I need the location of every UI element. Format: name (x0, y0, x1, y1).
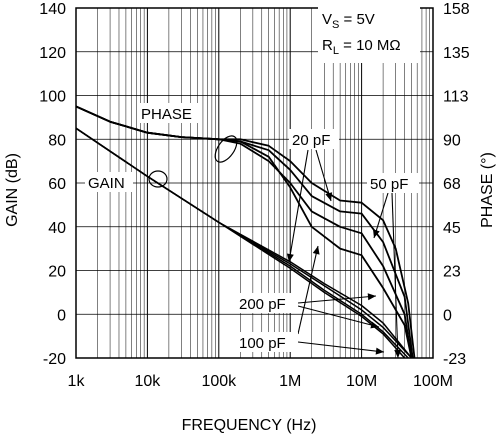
x-tick-label: 10M (346, 373, 377, 390)
y-left-tick-label: 0 (57, 307, 66, 324)
c20-label-bg (289, 129, 339, 149)
arrowhead (375, 347, 384, 355)
phase-curve (75, 105, 416, 359)
leader-line (297, 245, 319, 335)
c20-annotation: 20 pF (292, 132, 330, 149)
leader-line (391, 192, 399, 359)
c50-label-bg (367, 173, 419, 193)
arrows (286, 149, 402, 359)
gain-group-ellipse (148, 170, 168, 188)
gain-curve (75, 127, 413, 359)
x-tick-label: 100M (413, 373, 453, 390)
y-right-tick-label: 135 (443, 45, 470, 62)
x-axis-label: FREQUENCY (Hz) (182, 417, 317, 434)
c100-annotation: 100 pF (239, 335, 286, 352)
y-right-tick-label: 0 (443, 307, 452, 324)
y-left-tick-label: 60 (48, 176, 66, 193)
conditions-box (318, 5, 420, 63)
y-left-tick-label: -20 (43, 351, 66, 368)
leader-line (297, 341, 385, 353)
y-left-tick-label: 80 (48, 132, 66, 149)
y-right-tick-label: 23 (443, 264, 461, 281)
y-right-tick-label: -23 (443, 351, 466, 368)
plot-frame (75, 7, 434, 359)
arrowhead (370, 321, 379, 329)
phase-annotation: PHASE (141, 106, 192, 123)
x-tick-label: 1M (279, 373, 301, 390)
y-right-tick-label: 158 (443, 1, 470, 18)
x-tick-label: 100k (201, 373, 237, 390)
arrowhead (312, 246, 320, 255)
x-tick-label: 1k (68, 373, 86, 390)
y-left-tick-label: 20 (48, 264, 66, 281)
curves (75, 105, 416, 359)
y-left-tick-label: 40 (48, 220, 66, 237)
arrowhead (373, 229, 380, 238)
phase-group-ellipse (214, 135, 238, 163)
y-right-tick-label: 68 (443, 176, 461, 193)
leader-line (288, 149, 309, 263)
arrowhead (367, 293, 376, 301)
y-right-tick-label: 90 (443, 132, 461, 149)
c100-label-bg (236, 332, 298, 352)
leader-line (297, 305, 380, 328)
tick-labels: 1k 10k 100k 1M 10M 100M -20 0 20 40 60 80 100 120 140 -… (39, 1, 470, 390)
y-axis-left-label: GAIN (dB) (4, 153, 21, 227)
gain-label-bg (85, 172, 133, 192)
c50-annotation: 50 pF (370, 176, 408, 193)
y-right-tick-label: 113 (443, 89, 469, 106)
y-left-tick-label: 140 (39, 1, 66, 18)
rl-condition: RL = 10 MΩ (322, 37, 401, 57)
c200-annotation: 200 pF (239, 296, 286, 313)
gain-annotation: GAIN (88, 175, 125, 192)
arrowhead (286, 253, 294, 262)
phase-label-bg (138, 103, 202, 123)
leader-line (315, 149, 332, 202)
leader-line (297, 295, 377, 304)
arrowhead (325, 192, 333, 201)
y-left-tick-label: 120 (39, 45, 66, 62)
vs-condition: VS = 5V (322, 11, 375, 31)
y-right-tick-label: 45 (443, 220, 461, 237)
y-axis-right-label: PHASE (°) (479, 152, 496, 228)
arrowhead (394, 349, 402, 358)
c200-label-bg (236, 293, 298, 313)
x-tick-label: 10k (135, 373, 162, 390)
y-left-tick-label: 100 (39, 89, 66, 106)
